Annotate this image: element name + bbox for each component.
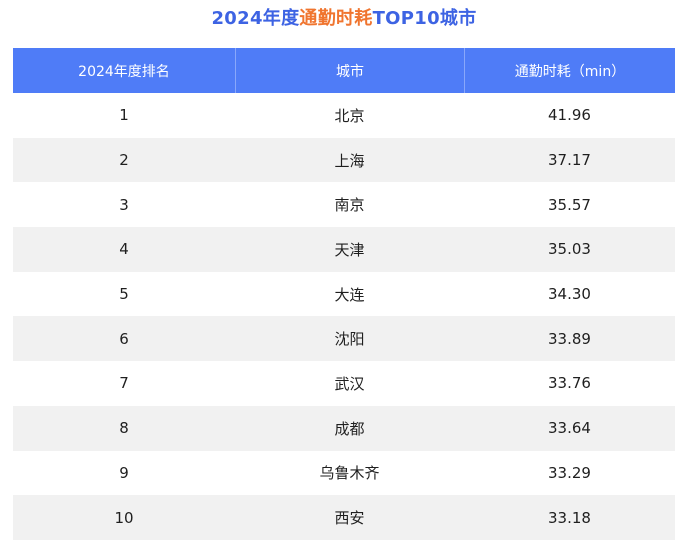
minutes-cell: 34.30 [548,285,591,304]
table-row: 8 成都 33.64 [13,405,675,451]
table-row: 10 西安 33.18 [13,495,675,540]
table-row: 2 上海 37.17 [13,137,675,183]
chart-title: 2024年度通勤时耗TOP10城市 [0,0,688,38]
city-cell: 北京 [334,106,365,125]
minutes-cell: 33.29 [548,463,591,482]
city-cell: 武汉 [334,374,365,393]
minutes-cell: 35.03 [548,240,591,259]
table-row: 3 南京 35.57 [13,182,675,227]
rank-cell: 5 [119,285,129,304]
rank-cell: 2 [119,151,129,170]
table-body: 1 北京 41.96 2 上海 37.17 3 南京 35.57 4 天津 35… [13,93,675,540]
rank-cell: 9 [119,463,129,482]
table-row: 6 沈阳 33.89 [13,316,675,362]
column-header-rank: 2024年度排名 [78,63,170,80]
rank-cell: 6 [119,329,129,348]
minutes-cell: 33.89 [548,329,591,348]
table-row: 7 武汉 33.76 [13,361,675,406]
minutes-cell: 37.17 [548,151,591,170]
minutes-cell: 33.18 [548,508,591,527]
minutes-cell: 33.64 [548,419,591,438]
city-cell: 大连 [334,285,365,304]
minutes-cell: 33.76 [548,374,591,393]
table-row: 5 大连 34.30 [13,272,675,317]
table-row: 9 乌鲁木齐 33.29 [13,451,675,496]
rank-cell: 10 [114,508,134,527]
title-suffix: TOP10城市 [372,8,477,29]
city-cell: 天津 [334,240,365,259]
column-header-minutes: 通勤时耗（min） [464,48,675,93]
minutes-cell: 35.57 [548,195,591,214]
rank-cell: 8 [119,419,129,438]
rank-cell: 1 [119,106,129,125]
city-cell: 沈阳 [334,330,365,349]
ranking-table: 2024年度排名 城市 通勤时耗（min） 1 北京 41.96 2 上海 37… [13,48,675,540]
rank-cell: 4 [119,240,129,259]
city-cell: 上海 [334,151,365,170]
minutes-cell: 41.96 [548,106,591,125]
city-cell: 乌鲁木齐 [319,464,380,483]
rank-cell: 7 [119,374,129,393]
table-header: 2024年度排名 城市 通勤时耗（min） [13,48,675,93]
city-cell: 西安 [334,509,365,528]
column-header-city: 城市 [235,48,464,93]
table-row: 4 天津 35.03 [13,227,675,272]
table-row: 1 北京 41.96 [13,93,675,138]
city-cell: 成都 [334,419,365,438]
city-cell: 南京 [334,196,365,215]
title-prefix: 2024年度 [211,8,300,29]
title-highlight: 通勤时耗 [299,8,373,29]
rank-cell: 3 [119,195,129,214]
